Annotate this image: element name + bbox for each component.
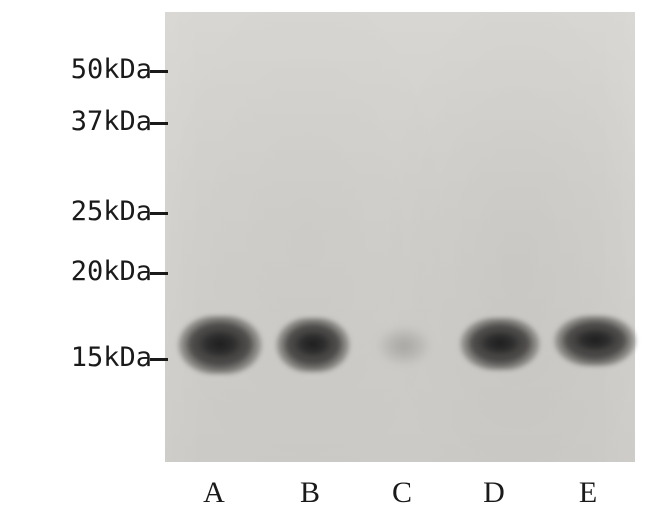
band-core-lane-b [284, 326, 342, 362]
western-blot-figure: 50kDa 37kDa 25kDa 20kDa 15kDa A B C D E [0, 0, 650, 520]
lane-label-d: D [479, 476, 509, 510]
band-lane-c [372, 326, 436, 366]
marker-tick-15 [150, 358, 168, 361]
marker-label-50: 50kDa [12, 54, 152, 85]
marker-tick-25 [150, 212, 168, 215]
membrane-shading [165, 12, 635, 462]
marker-label-20: 20kDa [12, 256, 152, 287]
lane-label-c: C [387, 476, 417, 510]
marker-label-15: 15kDa [12, 342, 152, 373]
blot-membrane [165, 12, 635, 462]
band-core-lane-a [186, 324, 254, 364]
marker-label-25: 25kDa [12, 196, 152, 227]
marker-tick-20 [150, 272, 168, 275]
lane-label-a: A [199, 476, 229, 510]
lane-label-b: B [295, 476, 325, 510]
band-core-lane-e [562, 324, 628, 356]
marker-label-37: 37kDa [12, 106, 152, 137]
marker-tick-50 [150, 70, 168, 73]
marker-tick-37 [150, 122, 168, 125]
band-core-lane-d [468, 326, 532, 360]
lane-label-e: E [573, 476, 603, 510]
